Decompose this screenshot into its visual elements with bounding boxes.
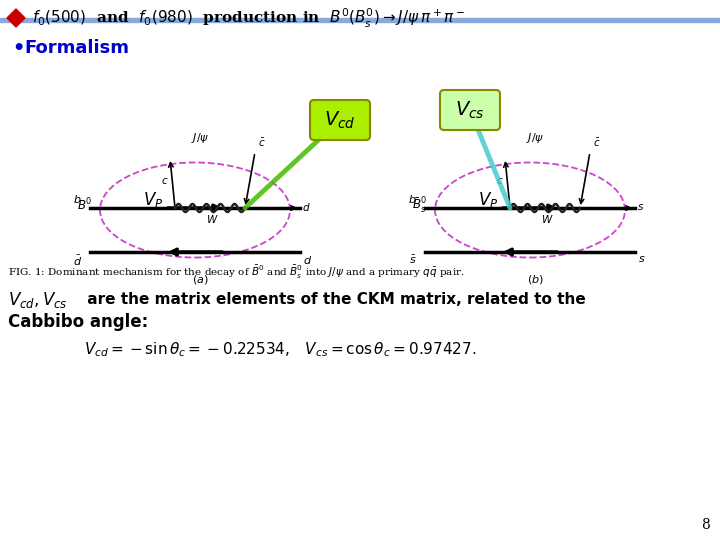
Text: $(a)$: $(a)$: [192, 273, 208, 287]
Text: $V_{cd},V_{cs}$: $V_{cd},V_{cs}$: [8, 290, 68, 310]
Text: $V_{cs}$: $V_{cs}$: [455, 99, 485, 120]
Text: $B^0$: $B^0$: [77, 197, 93, 213]
Text: $f_0(500)$  and  $f_0(980)$  production in  $B^0(B_s^0)\rightarrow J/\psi\,\pi^+: $f_0(500)$ and $f_0(980)$ production in …: [32, 6, 465, 30]
Text: $J/\psi$: $J/\psi$: [191, 131, 210, 145]
Text: •: •: [12, 38, 24, 57]
Text: Formalism: Formalism: [24, 39, 129, 57]
Text: $\bar{c}$: $\bar{c}$: [593, 137, 600, 149]
Text: $s$: $s$: [638, 254, 646, 264]
Text: Cabbibo angle:: Cabbibo angle:: [8, 313, 148, 331]
Text: $V_{cd} = -\sin\theta_c = -0.22534,\;\;\; V_{cs} = \cos\theta_c = 0.97427.$: $V_{cd} = -\sin\theta_c = -0.22534,\;\;\…: [84, 341, 477, 359]
Bar: [0, 0, 720, 35]
Text: $(b)$: $(b)$: [526, 273, 544, 287]
Text: FIG. 1: Dominant mechanism for the decay of $\bar{B}^0$ and $\bar{B}_s^0$ into $: FIG. 1: Dominant mechanism for the decay…: [8, 264, 464, 281]
Text: $s$: $s$: [637, 202, 644, 212]
Text: $d$: $d$: [303, 254, 312, 266]
Text: $V_P$: $V_P$: [143, 190, 163, 210]
FancyBboxPatch shape: [440, 90, 500, 130]
Text: $V_P$: $V_P$: [478, 190, 498, 210]
Text: $d$: $d$: [302, 201, 310, 213]
Text: $\bar{s}$: $\bar{s}$: [409, 254, 417, 266]
Text: $W$: $W$: [206, 213, 218, 225]
Text: $b$: $b$: [408, 193, 417, 205]
Text: $c$: $c$: [161, 176, 168, 186]
Text: $\bar{B}_s^0$: $\bar{B}_s^0$: [412, 195, 427, 215]
Text: $W$: $W$: [541, 213, 553, 225]
Text: $V_{cd}$: $V_{cd}$: [324, 109, 356, 131]
Bar: [0, 18, 720, 22]
Text: 8: 8: [701, 518, 710, 532]
Text: $J/\psi$: $J/\psi$: [526, 131, 544, 145]
FancyBboxPatch shape: [310, 100, 370, 140]
Text: $\bar{c}$: $\bar{c}$: [258, 137, 266, 149]
Text: $\bar{d}$: $\bar{d}$: [73, 254, 82, 268]
Polygon shape: [7, 9, 25, 27]
Text: are the matrix elements of the CKM matrix, related to the: are the matrix elements of the CKM matri…: [82, 293, 586, 307]
Text: $c$: $c$: [496, 176, 503, 186]
Text: $b$: $b$: [73, 193, 82, 205]
